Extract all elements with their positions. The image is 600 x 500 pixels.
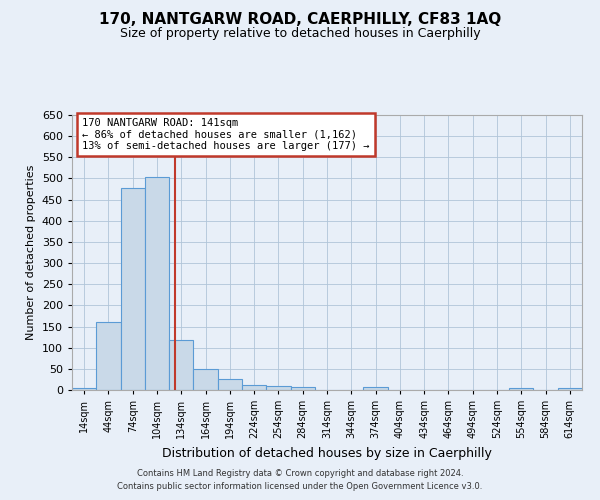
Bar (290, 386, 315, 390)
Bar (364, 388, 388, 390)
Bar (558, 388, 582, 390)
Bar (72, 388, 96, 390)
Bar (266, 386, 290, 390)
X-axis label: Distribution of detached houses by size in Caerphilly: Distribution of detached houses by size … (162, 446, 492, 460)
Text: Size of property relative to detached houses in Caerphilly: Size of property relative to detached ho… (119, 28, 481, 40)
Text: Contains HM Land Registry data © Crown copyright and database right 2024.: Contains HM Land Registry data © Crown c… (137, 468, 463, 477)
Bar (169, 340, 193, 390)
Bar (242, 384, 266, 390)
Bar (193, 369, 218, 390)
Bar (218, 380, 242, 390)
Text: 170, NANTGARW ROAD, CAERPHILLY, CF83 1AQ: 170, NANTGARW ROAD, CAERPHILLY, CF83 1AQ (99, 12, 501, 28)
Bar (509, 388, 533, 390)
Bar (96, 322, 121, 390)
Text: Contains public sector information licensed under the Open Government Licence v3: Contains public sector information licen… (118, 482, 482, 491)
Text: 170 NANTGARW ROAD: 141sqm
← 86% of detached houses are smaller (1,162)
13% of se: 170 NANTGARW ROAD: 141sqm ← 86% of detac… (82, 118, 370, 151)
Bar (121, 188, 145, 390)
Y-axis label: Number of detached properties: Number of detached properties (26, 165, 36, 340)
Bar (145, 177, 169, 390)
